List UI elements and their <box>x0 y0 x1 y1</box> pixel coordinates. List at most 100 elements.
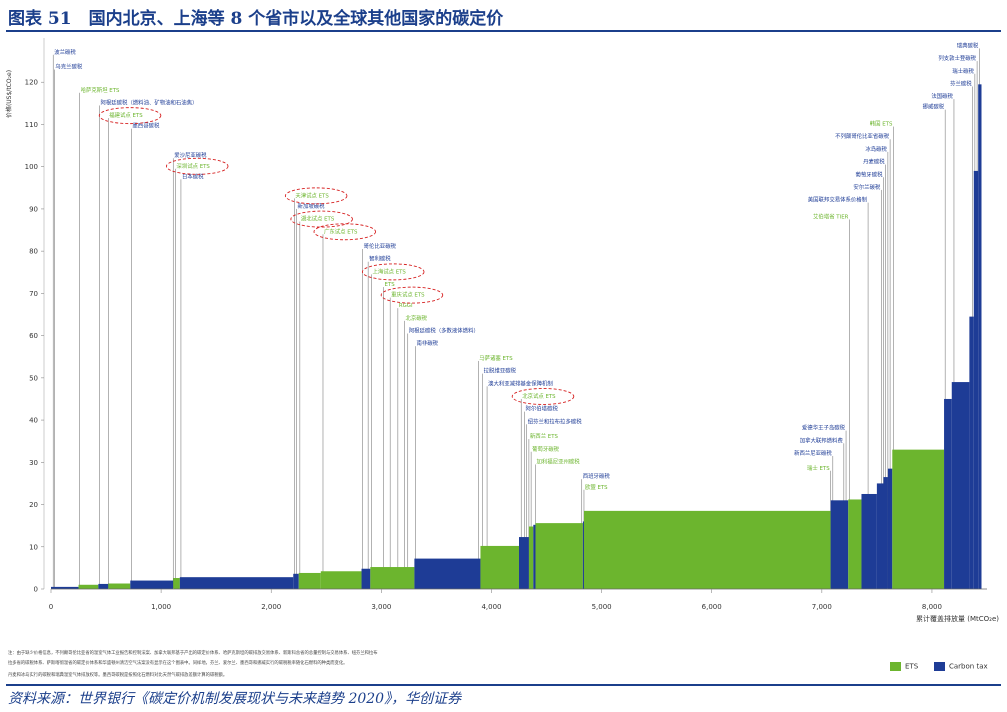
annotation-label: 冰岛碳税 <box>865 145 887 153</box>
annotation-label: 北京试点 ETS <box>522 392 556 400</box>
ets-bar <box>480 545 519 589</box>
annotation-label: 法国碳税 <box>931 92 953 100</box>
carbon-tax-bar <box>973 170 979 589</box>
x-tick-label: 0 <box>49 603 53 611</box>
annotation-label: 乌克兰碳税 <box>55 63 83 71</box>
annotation-label: 新西兰尼亚碳税 <box>794 449 832 457</box>
annotation-label: 重庆试点 ETS <box>391 291 425 299</box>
annotation-label: 阿根廷碳税（燃料油、矿物油和石油焦） <box>100 98 197 106</box>
highlight-circle <box>290 210 353 228</box>
ets-bar <box>535 523 583 589</box>
bars-group <box>51 84 982 589</box>
annotation-label: 天津试点 ETS <box>295 191 329 199</box>
annotation-label: 深圳试点 ETS <box>176 162 210 170</box>
annotation-label: 韩国 ETS <box>870 120 893 128</box>
annotation-label: 北京碳税 <box>405 314 427 322</box>
figure-title: 图表 51 国内北京、上海等 8 个省市以及全球其他国家的碳定价 <box>8 9 504 29</box>
annotation-label: 拉脱维亚碳税 <box>484 367 517 375</box>
carbon-tax-bar <box>361 568 371 589</box>
annotation-label: 列支敦士登碳税 <box>938 54 976 62</box>
annotation-label: RGGI <box>399 303 413 309</box>
carbon-tax-bar <box>861 493 877 589</box>
annotation-label: 安尔兰碳税 <box>853 183 881 191</box>
y-tick-label: 50 <box>29 374 38 382</box>
source-note: 资料来源：世界银行《碳定价机制发展现状与未来趋势 2020》，华创证券 <box>8 691 462 707</box>
annotation-label: 湖北试点 ETS <box>301 215 335 223</box>
y-tick-label: 70 <box>29 290 38 298</box>
highlight-circle <box>98 107 162 125</box>
x-tick-label: 2,000 <box>261 603 281 611</box>
x-tick-label: 6,000 <box>702 603 722 611</box>
y-tick-label: 10 <box>29 543 38 551</box>
carbon-tax-bar <box>944 398 952 589</box>
carbon-tax-bar <box>519 537 529 589</box>
highlight-circle <box>165 157 229 175</box>
y-tick-label: 0 <box>34 586 38 594</box>
annotation-label: 哈萨克斯坦 ETS <box>81 86 120 94</box>
y-tick-label: 120 <box>25 79 38 87</box>
carbon-tax-bar <box>830 500 849 589</box>
legend-ets: ETS <box>890 662 918 671</box>
annotation-label: 葡萄牙碳税 <box>532 445 560 453</box>
source-divider <box>6 684 1001 686</box>
annotation-label: 葡萄牙碳税 <box>856 170 884 178</box>
annotation-label: 西班牙碳税 <box>583 472 611 480</box>
annotation-label: 福建试点 ETS <box>109 111 143 119</box>
y-axis-title-group: 价格(US$/tCO₂e) <box>5 70 13 118</box>
ets-bar <box>528 526 534 589</box>
annotation-label: 爱德华王子岛碳税 <box>802 424 846 432</box>
annotation-label: 瑞士碳税 <box>952 67 974 75</box>
highlight-circle <box>361 263 425 281</box>
carbon-tax-bar <box>969 316 974 589</box>
ets-bar <box>298 572 321 589</box>
x-tick-label: 7,000 <box>812 603 832 611</box>
x-tick-label: 1,000 <box>151 603 171 611</box>
footnote-line-2: 拉多省的碳税体系、萨斯喀彻温省的碳定价体系和华盛顿州清洁空气法案没有显示在这个图… <box>8 661 348 666</box>
annotation-label: 阿根廷碳税（多数液体燃料） <box>409 327 479 335</box>
annotation-label: 哥伦比亚碳税 <box>364 242 397 250</box>
y-tick-label: 80 <box>29 248 38 256</box>
ets-bar <box>892 449 945 589</box>
carbon-tax-bar <box>887 468 893 589</box>
carbon-tax-bar <box>414 558 481 589</box>
annotation-label: 瑞士 ETS <box>807 464 830 472</box>
y-tick-label: 30 <box>29 459 38 467</box>
annotation-label: 丹麦碳税 <box>863 158 885 166</box>
x-tick-label: 5,000 <box>592 603 612 611</box>
annotation-label: 澳大利亚减排基金保障机制 <box>488 379 553 387</box>
ets-bar <box>173 578 180 589</box>
carbon-tax-bar <box>51 586 79 589</box>
ets-bar <box>583 510 831 589</box>
ets-bar <box>320 571 362 589</box>
annotation-label: 挪威碳税 <box>923 103 945 111</box>
annotation-label: 加利福尼亚州碳税 <box>537 457 581 465</box>
ets-bar <box>370 567 415 589</box>
axes-group: 0 10 20 30 40 50 60 70 80 90 100 110 120 0 1,000 2,000 3… <box>25 38 987 611</box>
footnote-line-1: 注：由于缺少价格信息，不列颠哥伦比亚省的温室气体工业报告和控制法案、加拿大联邦基… <box>8 651 378 656</box>
annotation-label: 不列颠哥伦比亚省碳税 <box>835 132 890 140</box>
annotation-label: 美国联邦交易体系价格制 <box>808 196 867 204</box>
highlight-circle <box>380 286 444 304</box>
annotation-label: 日本碳税 <box>182 172 204 180</box>
legend-ets-label: ETS <box>905 662 919 671</box>
legend-tax-label: Carbon tax <box>949 662 988 671</box>
carbon-tax-bar <box>876 483 884 589</box>
annotation-label: 艾伯塔省 TIER <box>813 212 849 220</box>
y-tick-label: 110 <box>25 121 38 129</box>
x-axis-title: 累计覆盖排放量 (MtCO₂e) <box>916 614 999 623</box>
legend-ets-swatch <box>890 662 901 671</box>
annotation-label: 纽芬兰和拉布拉多碳税 <box>528 417 583 425</box>
annotation-label: 新加坡碳税 <box>298 202 326 210</box>
carbon-tax-bar <box>533 524 536 589</box>
ets-bar <box>848 499 862 589</box>
annotation-label: 欧盟 ETS <box>585 483 608 491</box>
annotation-label: 瑞典碳税 <box>957 41 979 49</box>
annotation-label: 阿尔伯塔碳税 <box>526 405 559 413</box>
ets-bar <box>78 584 99 589</box>
annotation-label: 南非碳税 <box>416 339 438 347</box>
annotation-label: 广东试点 ETS <box>324 227 358 235</box>
carbon-tax-bar <box>293 573 299 589</box>
annotation-label: 新西兰 ETS <box>530 432 559 440</box>
highlight-circles <box>98 107 575 405</box>
